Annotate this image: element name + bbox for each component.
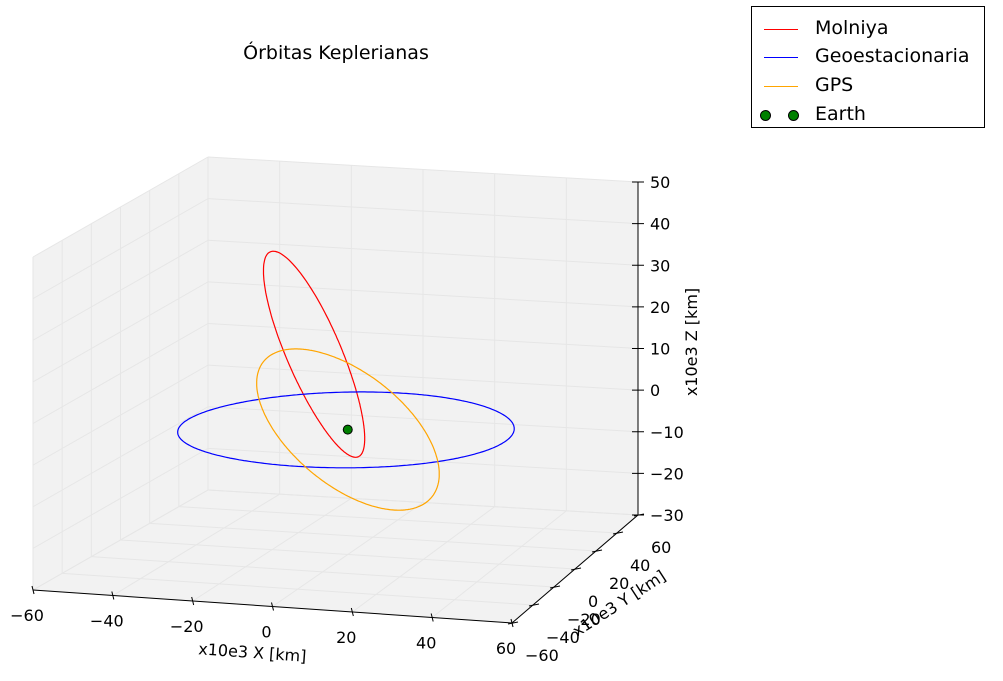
legend-item-geoestacionaria: Geoestacionaria	[752, 43, 984, 71]
x-tick	[271, 602, 274, 611]
x-tick	[111, 591, 115, 600]
grid-back-z	[207, 406, 639, 433]
legend-label-earth: Earth	[815, 103, 866, 125]
chart-title: Órbitas Keplerianas	[243, 42, 429, 64]
grid-left-z	[32, 406, 209, 508]
z-axis-label: x10e3 Z [km]	[682, 288, 701, 396]
axes-lines	[31, 181, 645, 628]
y-tick-label: −60	[525, 646, 559, 665]
orbit-gps	[256, 348, 440, 511]
legend-marker-earth-1	[760, 110, 771, 121]
y-tick-label: 60	[651, 538, 671, 557]
legend-item-molniya: Molniya	[752, 15, 984, 43]
grid-left-z	[32, 156, 209, 258]
legend-swatch-gps	[764, 86, 798, 87]
grid-left-z	[32, 323, 209, 424]
z-tick-label: 20	[650, 298, 670, 317]
axes-grid	[32, 156, 639, 624]
x-tick-label: −60	[10, 606, 44, 625]
grid-back-z	[207, 156, 639, 183]
x-tick-label: 40	[416, 634, 436, 653]
legend-item-earth: Earth	[752, 101, 984, 129]
y-tick	[549, 585, 561, 589]
grid-left-z	[32, 198, 209, 300]
series-layer	[177, 250, 515, 511]
legend-label-gps: GPS	[815, 74, 854, 96]
grid-floor-y	[178, 506, 618, 534]
y-tick-label: −40	[546, 628, 580, 647]
x-tick-label: 60	[496, 639, 516, 658]
y-tick	[612, 531, 624, 535]
x-tick	[191, 596, 195, 606]
legend: Molniya Geoestacionaria GPS Earth	[751, 6, 985, 128]
grid-left-z	[32, 489, 209, 591]
y-tick	[528, 603, 540, 607]
grid-floor-y	[91, 556, 555, 588]
z-tick-label: 30	[650, 256, 670, 275]
grid-left-z	[32, 447, 209, 549]
legend-swatch-geoestacionaria	[764, 57, 798, 58]
x-tick-label: 20	[336, 628, 356, 647]
grid-floor-y	[149, 522, 597, 552]
z-tick-label: −30	[650, 506, 684, 525]
x-tick-label: −40	[90, 612, 124, 631]
grid-left-z	[32, 239, 209, 341]
grid-floor-y	[120, 539, 576, 570]
z-tick-label: 50	[650, 173, 670, 192]
legend-swatch-molniya	[764, 29, 798, 30]
legend-label-geoestacionaria: Geoestacionaria	[815, 45, 970, 67]
x-tick-label: −20	[170, 617, 204, 636]
floor-pane	[33, 490, 638, 623]
grid-left-z	[32, 281, 209, 383]
grid-back-z	[207, 239, 639, 266]
grid-floor-y	[62, 572, 534, 606]
x-axis-label: x10e3 X [km]	[198, 639, 307, 666]
y-tick	[507, 621, 519, 625]
grid-left-z	[32, 364, 209, 466]
axes-panes	[33, 157, 638, 623]
orbit-geoestacionaria	[177, 391, 515, 469]
x-tick	[31, 585, 35, 595]
y-tick	[570, 567, 582, 571]
legend-label-molniya: Molniya	[815, 17, 889, 39]
y-tick-label: 20	[609, 574, 629, 593]
x-tick	[350, 607, 354, 617]
grid-back-z	[207, 489, 639, 516]
grid-back-z	[207, 198, 639, 225]
x-tick	[430, 613, 434, 622]
marker-earth	[342, 424, 353, 435]
legend-item-gps: GPS	[752, 72, 984, 100]
orbit-molniya	[262, 250, 366, 458]
y-tick-label: 0	[588, 592, 598, 611]
z-tick-label: −10	[650, 423, 684, 442]
tick-labels: −60 −40 −20 0 20 40 60 −60−40−200204060−30−20−1…	[10, 173, 684, 665]
grid-back-z	[207, 447, 639, 474]
y-tick	[591, 549, 603, 553]
z-tick-label: −20	[650, 464, 684, 483]
grid-back-z	[207, 323, 639, 349]
grid-back-z	[207, 281, 639, 308]
legend-marker-earth-2	[788, 110, 799, 121]
y-tick-label: −20	[567, 610, 601, 629]
grid-back-z	[207, 364, 639, 391]
z-tick-label: 40	[650, 215, 670, 234]
z-tick-label: 0	[650, 381, 660, 400]
y-tick-label: 40	[630, 556, 650, 575]
z-tick-label: 10	[650, 340, 670, 359]
x-tick-label: 0	[261, 623, 271, 642]
